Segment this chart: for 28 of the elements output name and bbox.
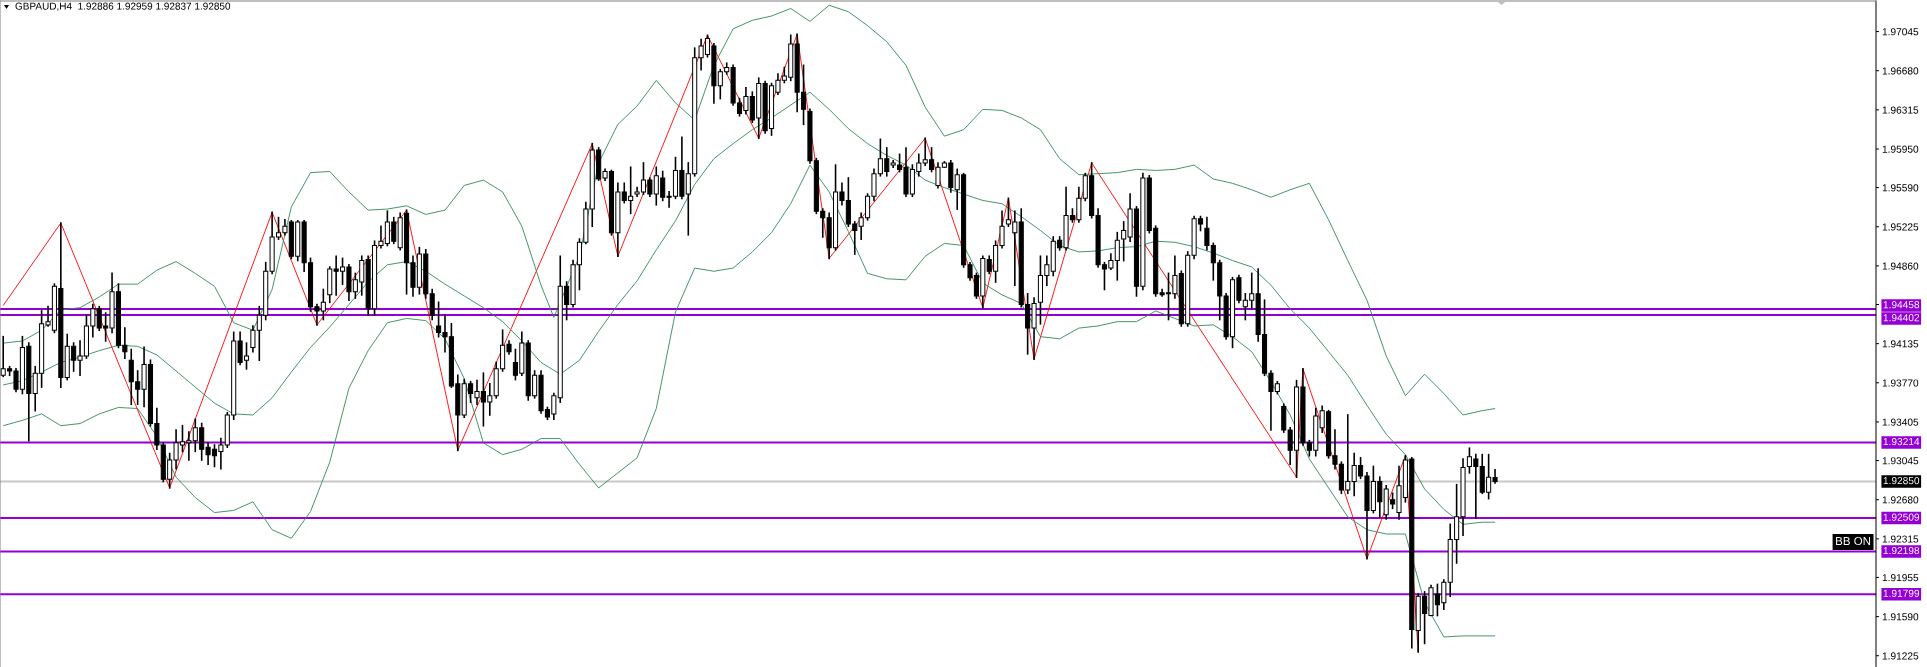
y-tick-label: 1.93770 (1882, 379, 1919, 387)
y-tick-label: 1.92680 (1882, 496, 1919, 504)
y-tick-label: 1.97045 (1882, 28, 1919, 36)
y-tick-label: 1.96680 (1882, 67, 1919, 75)
annotation: BB ON (1836, 536, 1871, 546)
ref-line-label: 1.92850 (1883, 477, 1920, 485)
ref-line-label: 1.93214 (1883, 437, 1920, 446)
y-tick-label: 1.95950 (1882, 145, 1919, 153)
ref-line-label: 1.92509 (1883, 513, 1920, 521)
y-tick-label: 1.95590 (1882, 184, 1919, 192)
y-tick-label: 1.91590 (1882, 613, 1919, 621)
y-tick-label: 1.93405 (1882, 418, 1919, 426)
ref-line-label: 1.94458 (1883, 301, 1920, 309)
y-tick-label: 1.92315 (1882, 535, 1919, 543)
line-series (2, 91, 1496, 525)
y-tick-label: 1.91225 (1882, 652, 1919, 660)
y-tick-label: 1.95225 (1882, 223, 1919, 231)
y-tick-label: 1.93045 (1882, 457, 1919, 465)
y-tick-label: 1.91955 (1882, 574, 1919, 582)
ref-line-label: 1.91799 (1883, 589, 1920, 597)
y-tick-label: 1.96315 (1882, 106, 1919, 114)
y-tick-label: 1.94860 (1882, 262, 1919, 270)
y-tick-label: 1.94135 (1882, 340, 1919, 348)
chart-title: GBPAUD,H4 1.92886 1.92959 1.92837 1.92850 (15, 2, 231, 11)
ref-line-label: 1.94402 (1883, 314, 1920, 322)
line-series (2, 4, 1496, 416)
ref-line-label: 1.92198 (1883, 546, 1920, 555)
line-series (2, 164, 1496, 638)
